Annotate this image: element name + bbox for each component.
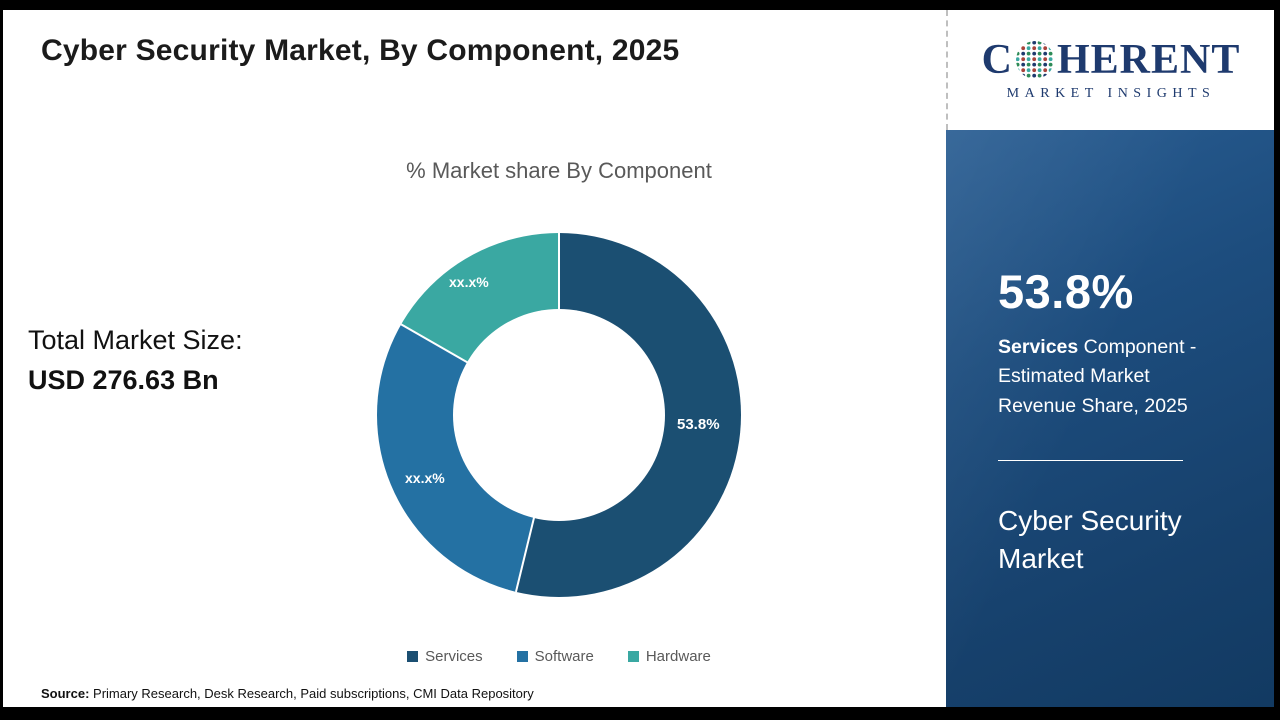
- legend-label-software: Software: [534, 648, 594, 665]
- legend-swatch-software-icon: [516, 651, 528, 662]
- legend-item-software: Software: [516, 648, 594, 665]
- total-market-size-label: Total Market Size:: [28, 325, 243, 355]
- slice-label-services: 53.8%: [677, 416, 720, 433]
- source-label: Source:: [41, 686, 90, 701]
- brand-logo: C HERENT: [982, 39, 1241, 81]
- slice-label-hardware: xx.x%: [449, 274, 489, 290]
- legend-item-hardware: Hardware: [627, 648, 711, 665]
- slice-label-software: xx.x%: [405, 470, 445, 486]
- highlight-description: Services Component - Estimated Market Re…: [998, 333, 1230, 421]
- legend-swatch-services-icon: [407, 651, 419, 662]
- logo-text-herent: HERENT: [1056, 36, 1241, 83]
- legend-swatch-hardware-icon: [627, 651, 639, 662]
- chart-legend: Services Software Hardware: [309, 648, 809, 665]
- highlight-description-rest: Component - Estimated Market Revenue Sha…: [998, 336, 1197, 417]
- source-note: Source: Primary Research, Desk Research,…: [41, 686, 534, 701]
- logo-text-c: C: [981, 36, 1013, 83]
- chart-subtitle: % Market share By Component: [406, 158, 712, 183]
- total-market-size-block: Total Market Size: USD 276.63 Bn: [28, 325, 243, 396]
- legend-label-services: Services: [425, 648, 483, 665]
- page-title: Cyber Security Market, By Component, 202…: [41, 34, 680, 67]
- legend-item-services: Services: [407, 648, 483, 665]
- donut-hole: [453, 309, 665, 521]
- dotted-globe-icon: [1015, 40, 1054, 79]
- market-name: Cyber Security Market: [998, 505, 1182, 574]
- highlight-stat: 53.8%: [998, 265, 1134, 318]
- brand-logo-box: C HERENT MARKET INSIGHTS: [946, 10, 1274, 130]
- highlight-panel: 53.8% Services Component - Estimated Mar…: [946, 130, 1274, 707]
- infographic-canvas: Cyber Security Market, By Component, 202…: [3, 10, 1274, 707]
- panel-divider: [998, 460, 1183, 461]
- total-market-size-value: USD 276.63 Bn: [28, 365, 219, 395]
- donut-chart-wrap: 53.8% xx.x% xx.x%: [377, 233, 741, 597]
- highlight-description-bold: Services: [998, 336, 1079, 358]
- source-text: Primary Research, Desk Research, Paid su…: [89, 686, 534, 701]
- logo-subtitle: MARKET INSIGHTS: [1006, 85, 1216, 101]
- legend-label-hardware: Hardware: [645, 648, 711, 665]
